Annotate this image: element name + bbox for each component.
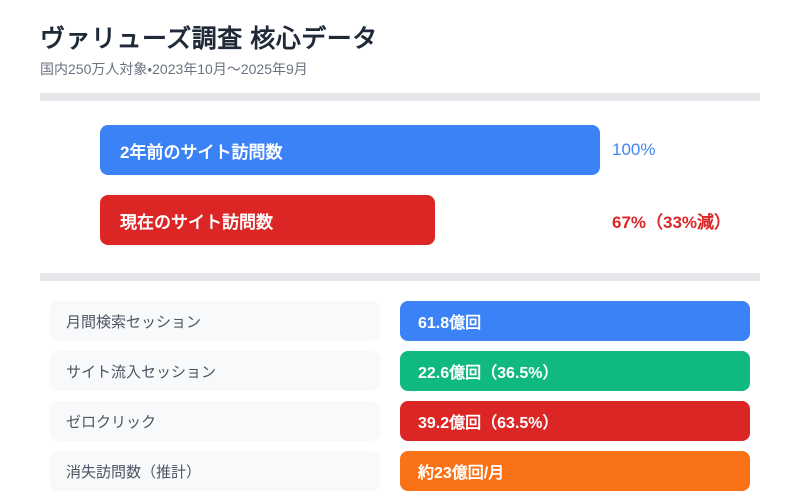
bar-past-value: 100% <box>612 140 656 159</box>
metric-label: ゼロクリック <box>50 401 380 441</box>
metric-value-bar: 61.8億回 <box>400 301 750 341</box>
bar-current-value: 67%（33%減） <box>612 212 732 232</box>
metric-row-site-inflow: サイト流入セッション 22.6億回（36.5%） <box>50 351 760 391</box>
metric-value: 約23億回/月 <box>418 465 505 482</box>
visit-comparison-chart: 2年前のサイト訪問数 100% 現在のサイト訪問数 67%（33%減） <box>100 125 760 245</box>
divider-top <box>40 93 760 101</box>
bar-track-past: 2年前のサイト訪問数 <box>100 125 600 175</box>
bar-track-current: 現在のサイト訪問数 <box>100 195 600 245</box>
comparison-row-current: 現在のサイト訪問数 67%（33%減） <box>100 195 760 245</box>
metric-row-lost-visits: 消失訪問数（推計） 約23億回/月 <box>50 451 760 491</box>
metric-value: 22.6億回（36.5%） <box>418 365 559 382</box>
comparison-row-past: 2年前のサイト訪問数 100% <box>100 125 760 175</box>
metric-value-bar: 39.2億回（63.5%） <box>400 401 750 441</box>
metric-label: サイト流入セッション <box>50 351 380 391</box>
metrics-list: 月間検索セッション 61.8億回 サイト流入セッション 22.6億回（36.5%… <box>50 301 760 491</box>
divider-middle <box>40 273 760 281</box>
metric-value: 39.2億回（63.5%） <box>418 415 559 432</box>
metric-value-bar: 約23億回/月 <box>400 451 750 491</box>
metric-row-zero-click: ゼロクリック 39.2億回（63.5%） <box>50 401 760 441</box>
header: ヴァリューズ調査 核心データ 国内250万人対象・2023年10月～2025年9… <box>0 0 800 79</box>
bar-past-visits: 2年前のサイト訪問数 <box>100 125 600 175</box>
metric-value: 61.8億回 <box>418 315 482 332</box>
bar-current-label: 現在のサイト訪問数 <box>120 212 273 232</box>
page-subtitle: 国内250万人対象・2023年10月～2025年9月 <box>40 61 308 77</box>
metric-label: 月間検索セッション <box>50 301 380 341</box>
metric-label: 消失訪問数（推計） <box>50 451 380 491</box>
metric-row-search-sessions: 月間検索セッション 61.8億回 <box>50 301 760 341</box>
bar-current-visits: 現在のサイト訪問数 <box>100 195 435 245</box>
page-title: ヴァリューズ調査 核心データ <box>40 25 378 53</box>
metric-value-bar: 22.6億回（36.5%） <box>400 351 750 391</box>
bar-past-label: 2年前のサイト訪問数 <box>120 142 283 162</box>
